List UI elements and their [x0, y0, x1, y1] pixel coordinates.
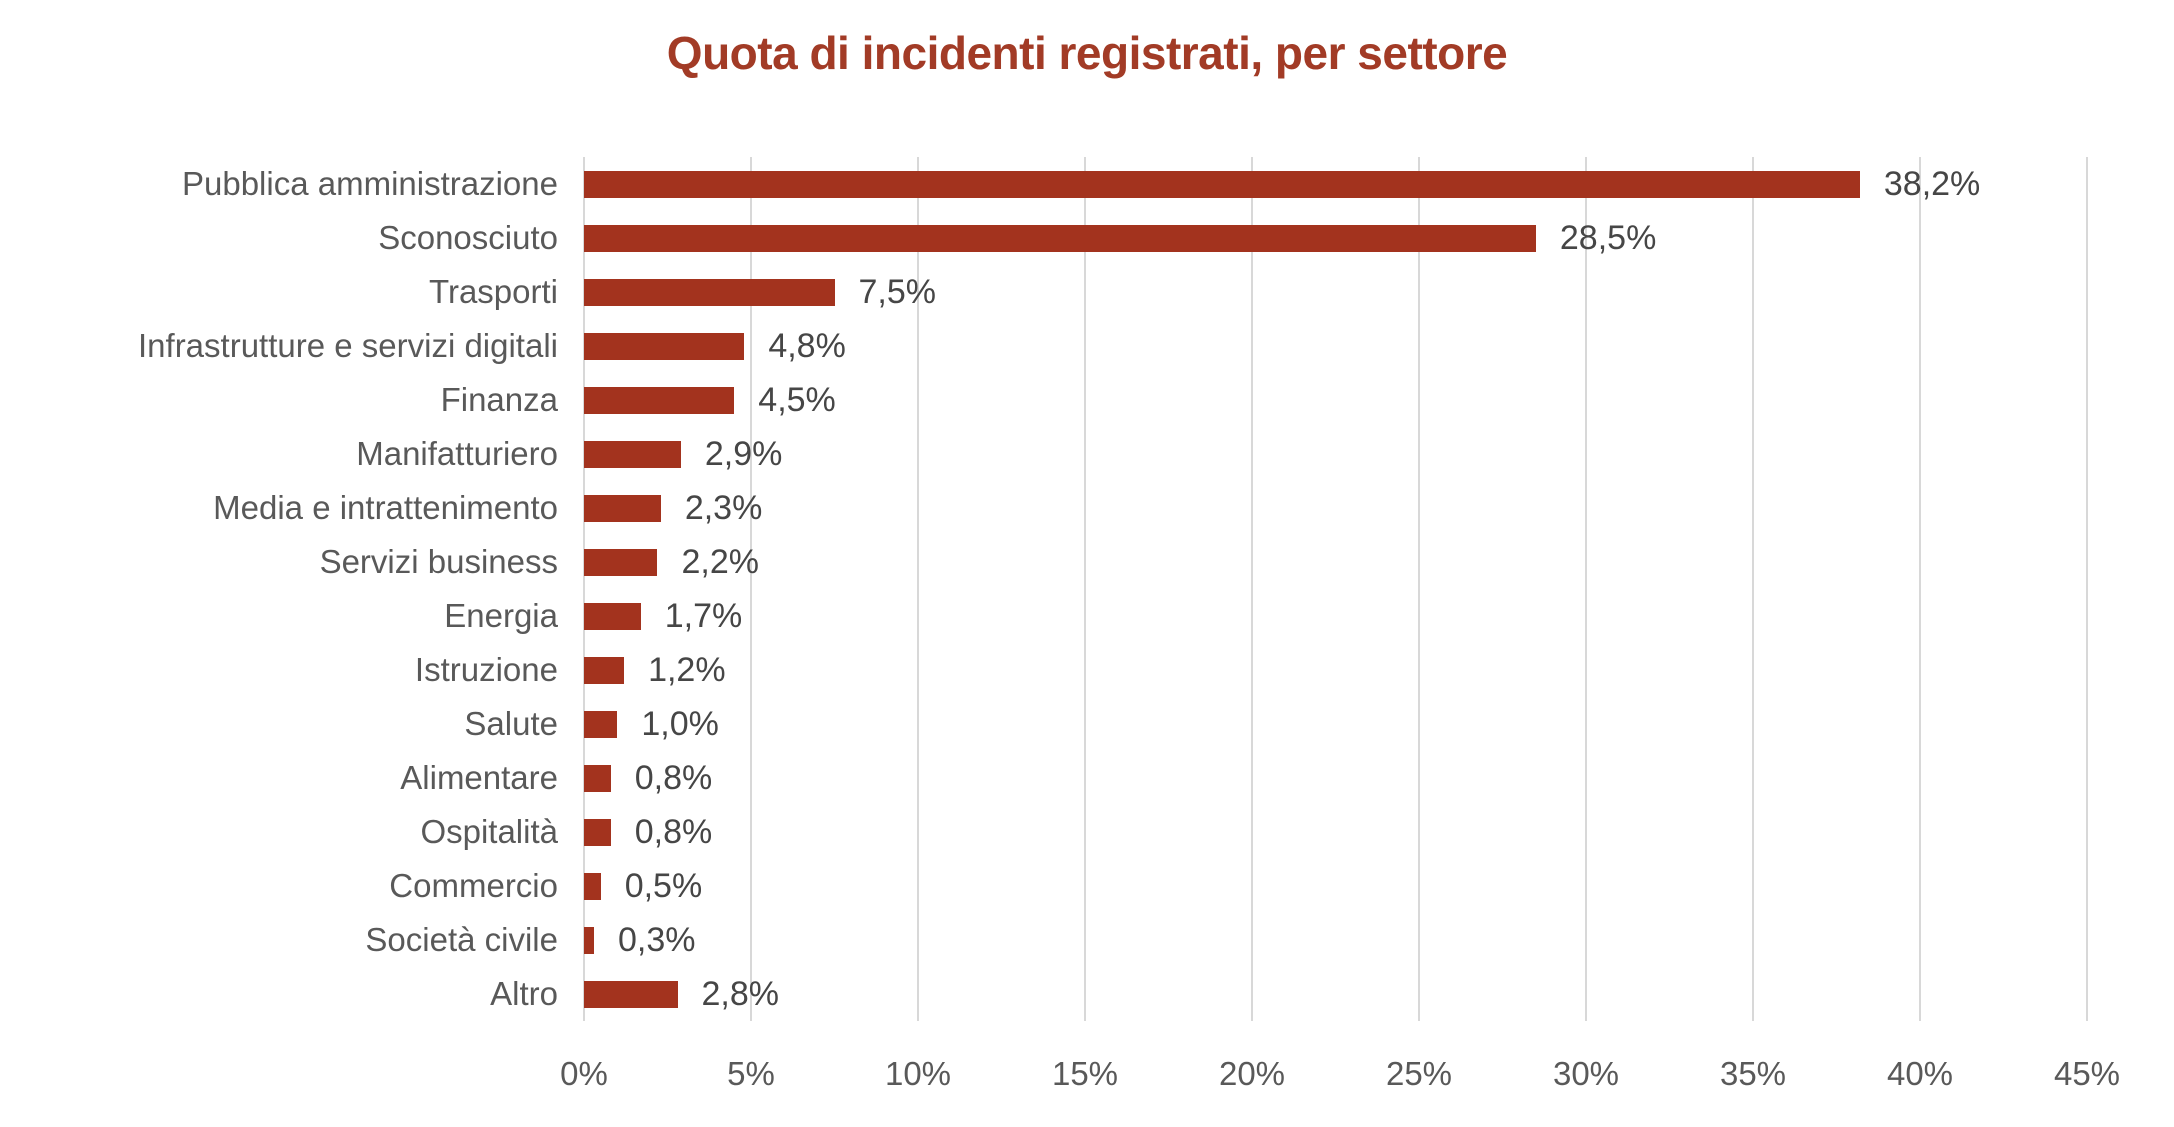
bar-row: Servizi business 2,2%	[320, 535, 2087, 589]
x-axis-tick-label: 45%	[2053, 1055, 2121, 1092]
bar-row: Società civile 0,3%	[365, 913, 2087, 967]
chart-title: Quota di incidenti registrati, per setto…	[666, 27, 1508, 79]
bar	[584, 656, 625, 684]
x-axis-tick-label: 20%	[1218, 1055, 1286, 1092]
bar-row: Finanza 4,5%	[441, 373, 2087, 427]
x-axis-tick-label: 35%	[1719, 1055, 1787, 1092]
x-axis: 0% 5% 10% 15% 20% 25% 30% 35% 40% 45%	[560, 1021, 2120, 1101]
category-label: Sconosciuto	[378, 219, 558, 256]
value-label: 2,2%	[681, 542, 759, 581]
category-label: Manifatturiero	[356, 435, 558, 472]
bar-row: Salute 1,0%	[464, 697, 2087, 751]
bar	[584, 440, 681, 468]
bar	[584, 170, 1860, 198]
category-label: Trasporti	[429, 273, 558, 310]
bar	[584, 710, 618, 738]
category-label: Alimentare	[400, 759, 558, 796]
bar-row: Istruzione 1,2%	[415, 643, 2087, 697]
bar	[584, 386, 735, 414]
value-label: 0,8%	[634, 812, 713, 851]
category-label: Finanza	[440, 381, 558, 418]
value-label: 2,8%	[701, 974, 780, 1013]
category-label: Salute	[464, 705, 558, 742]
x-axis-tick-label: 30%	[1552, 1055, 1620, 1092]
bar-row: Commercio 0,5%	[389, 859, 2087, 913]
value-label: 1,7%	[664, 596, 743, 635]
bar-row: Infrastrutture e servizi digitali 4,8%	[138, 319, 2087, 373]
value-label: 1,2%	[648, 650, 726, 689]
bar-row: Media e intrattenimento 2,3%	[213, 481, 2087, 535]
value-label: 28,5%	[1559, 218, 1657, 257]
plot-area: Pubblica amministrazione 38,2% Sconosciu…	[138, 157, 2088, 1021]
x-axis-tick-label: 5%	[727, 1055, 775, 1092]
value-label: 0,3%	[618, 920, 696, 959]
value-label: 2,3%	[684, 488, 763, 527]
bar	[584, 602, 641, 630]
value-label: 0,8%	[634, 758, 713, 797]
bar	[584, 278, 835, 306]
bar-row: Trasporti 7,5%	[429, 265, 2087, 319]
bar-row: Sconosciuto 28,5%	[378, 211, 2087, 265]
bar	[584, 764, 611, 792]
bar-row: Ospitalità 0,8%	[420, 805, 2087, 859]
bar-row: Pubblica amministrazione 38,2%	[182, 157, 2087, 211]
value-label: 38,2%	[1883, 164, 1981, 203]
bar	[584, 818, 611, 846]
category-label: Società civile	[365, 921, 558, 958]
category-label: Ospitalità	[420, 813, 558, 850]
x-axis-tick-label: 25%	[1385, 1055, 1453, 1092]
bar	[584, 872, 601, 900]
value-label: 0,5%	[624, 866, 703, 905]
bar	[584, 224, 1536, 252]
x-axis-tick-label: 10%	[884, 1055, 952, 1092]
x-axis-tick-label: 15%	[1051, 1055, 1119, 1092]
value-label: 1,0%	[641, 704, 719, 743]
bar-row: Altro 2,8%	[490, 967, 2087, 1021]
category-label: Servizi business	[319, 543, 558, 580]
bar	[584, 548, 658, 576]
category-label: Pubblica amministrazione	[181, 165, 558, 202]
bar-row: Energia 1,7%	[444, 589, 2087, 643]
category-label: Infrastrutture e servizi digitali	[138, 327, 558, 364]
bar	[584, 926, 595, 954]
category-label: Energia	[444, 597, 558, 634]
value-label: 7,5%	[858, 272, 937, 311]
bar-row: Manifatturiero 2,9%	[356, 427, 2087, 481]
bar	[584, 332, 745, 360]
x-axis-tick-label: 40%	[1886, 1055, 1954, 1092]
bar	[584, 494, 661, 522]
category-label: Altro	[490, 975, 558, 1012]
category-label: Commercio	[389, 867, 558, 904]
category-label: Istruzione	[414, 651, 558, 688]
bar	[584, 980, 678, 1008]
value-label: 4,5%	[758, 380, 836, 419]
x-axis-tick-label: 0%	[560, 1055, 608, 1092]
value-label: 2,9%	[704, 434, 783, 473]
value-label: 4,8%	[768, 326, 846, 365]
bar-rows: Pubblica amministrazione 38,2% Sconosciu…	[138, 157, 2087, 1021]
bar-row: Alimentare 0,8%	[400, 751, 2087, 805]
category-label: Media e intrattenimento	[213, 489, 558, 526]
